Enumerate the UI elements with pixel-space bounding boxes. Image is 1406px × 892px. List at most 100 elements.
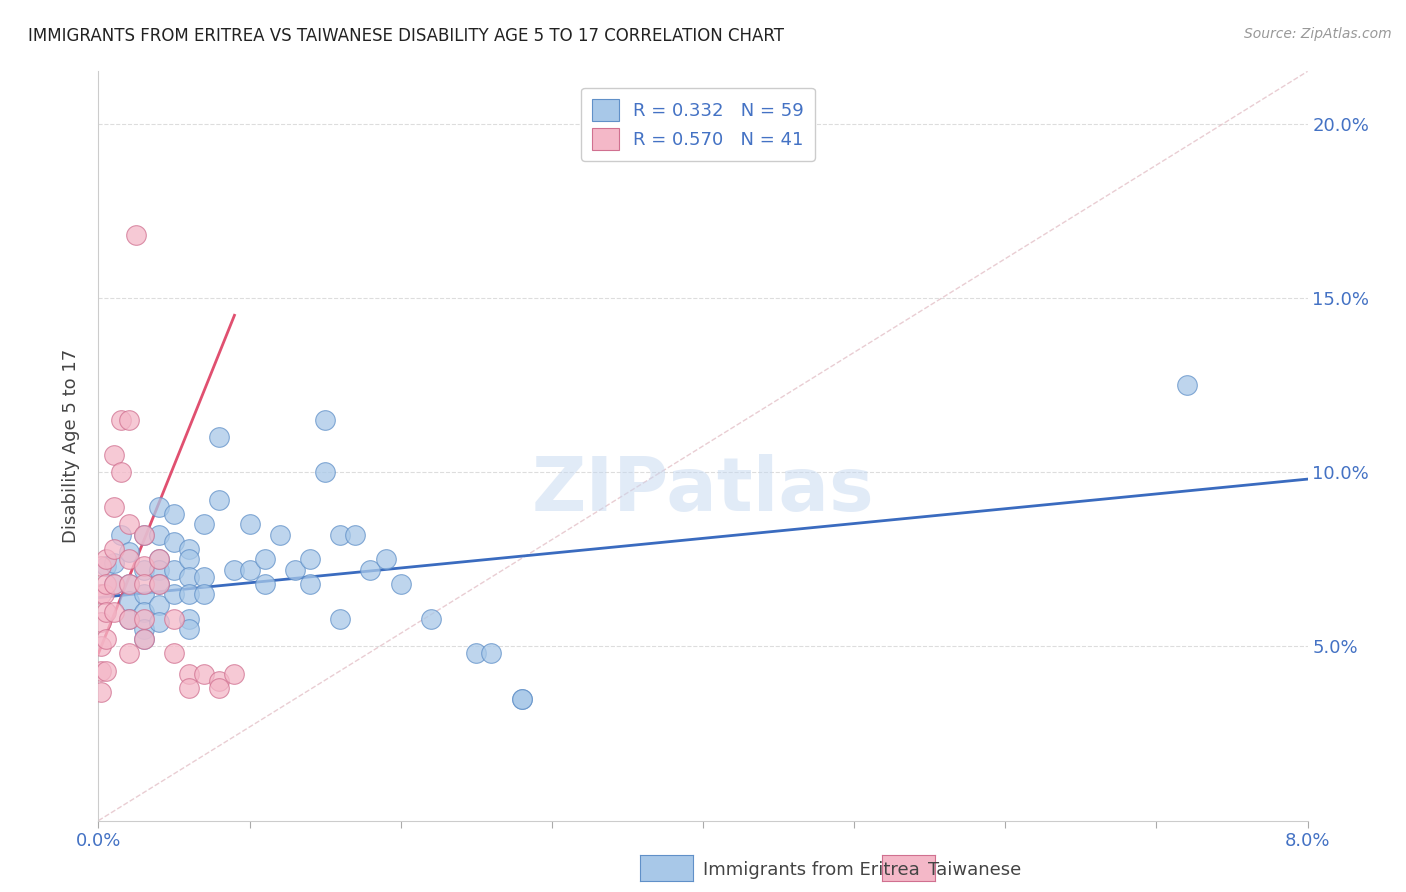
Point [118, 611, 141, 625]
Text: Immigrants from Eritrea: Immigrants from Eritrea [703, 861, 920, 879]
Point [208, 493, 231, 508]
Point [163, 507, 186, 521]
Text: ZIPatlas: ZIPatlas [531, 454, 875, 527]
Point [132, 528, 155, 542]
Point [420, 611, 443, 625]
Point [132, 611, 155, 625]
Point [193, 570, 215, 584]
Point [90, 615, 112, 629]
Point [179, 611, 201, 625]
Point [103, 576, 125, 591]
Point [179, 570, 201, 584]
Point [148, 615, 170, 629]
Point [132, 559, 155, 574]
Point [163, 587, 186, 601]
Point [94, 632, 117, 647]
Y-axis label: Disability Age 5 to 17: Disability Age 5 to 17 [62, 349, 80, 543]
Point [481, 646, 503, 660]
Point [90, 684, 112, 698]
Point [94, 559, 117, 574]
Point [110, 413, 132, 427]
Point [94, 664, 117, 678]
Point [163, 611, 186, 625]
Point [103, 605, 125, 619]
Point [510, 691, 533, 706]
Point [314, 465, 336, 479]
Point [132, 563, 155, 577]
Point [253, 552, 276, 566]
Point [148, 528, 170, 542]
Point [224, 563, 246, 577]
Point [193, 667, 215, 681]
Point [510, 691, 533, 706]
Point [239, 517, 262, 532]
Point [93, 587, 115, 601]
Point [329, 528, 352, 542]
Point [132, 587, 155, 601]
Point [132, 605, 155, 619]
Point [103, 541, 125, 556]
Point [179, 681, 201, 696]
Point [118, 576, 141, 591]
Point [103, 448, 125, 462]
Point [90, 559, 112, 574]
Point [360, 563, 382, 577]
Point [103, 556, 125, 570]
Point [374, 552, 396, 566]
Point [148, 576, 170, 591]
Point [103, 576, 125, 591]
Point [132, 622, 155, 636]
Point [239, 563, 262, 577]
Point [163, 534, 186, 549]
Text: IMMIGRANTS FROM ERITREA VS TAIWANESE DISABILITY AGE 5 TO 17 CORRELATION CHART: IMMIGRANTS FROM ERITREA VS TAIWANESE DIS… [28, 27, 785, 45]
Point [90, 664, 112, 678]
Point [132, 576, 155, 591]
Point [179, 622, 201, 636]
Point [94, 605, 117, 619]
Point [179, 587, 201, 601]
Point [118, 594, 141, 608]
Point [94, 552, 117, 566]
Point [224, 667, 246, 681]
Point [253, 576, 276, 591]
Point [118, 545, 141, 559]
Point [299, 576, 322, 591]
Point [208, 430, 231, 444]
Point [148, 552, 170, 566]
Point [118, 611, 141, 625]
Point [193, 587, 215, 601]
Point [193, 517, 215, 532]
Point [389, 576, 412, 591]
Point [163, 563, 186, 577]
Point [132, 632, 155, 647]
Legend: R = 0.332   N = 59, R = 0.570   N = 41: R = 0.332 N = 59, R = 0.570 N = 41 [581, 88, 815, 161]
Point [344, 528, 367, 542]
Point [125, 228, 148, 243]
Point [110, 465, 132, 479]
Text: Taiwanese: Taiwanese [928, 861, 1021, 879]
Point [103, 500, 125, 514]
Point [148, 563, 170, 577]
Point [179, 541, 201, 556]
Point [110, 528, 132, 542]
Point [299, 552, 322, 566]
Point [314, 413, 336, 427]
Point [148, 552, 170, 566]
Point [118, 413, 141, 427]
Point [132, 528, 155, 542]
Point [465, 646, 488, 660]
Point [208, 681, 231, 696]
Point [179, 552, 201, 566]
Point [148, 598, 170, 612]
Point [179, 667, 201, 681]
Point [118, 646, 141, 660]
Point [118, 517, 141, 532]
Point [284, 563, 307, 577]
Point [132, 632, 155, 647]
Point [1175, 378, 1198, 392]
Point [163, 646, 186, 660]
Point [329, 611, 352, 625]
Point [118, 576, 141, 591]
Point [118, 552, 141, 566]
Point [90, 640, 112, 654]
